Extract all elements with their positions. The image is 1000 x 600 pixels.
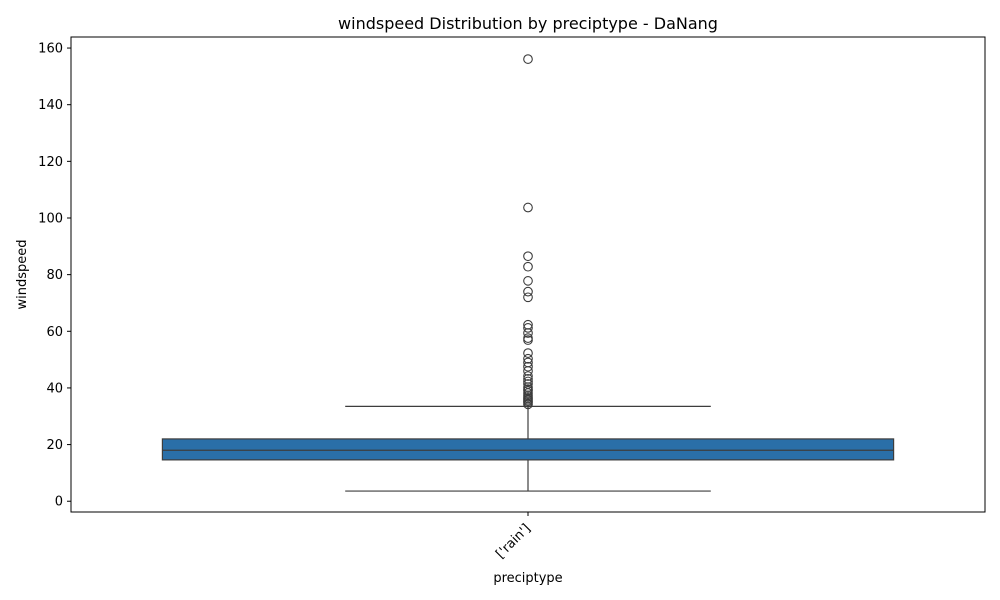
y-tick-label: 140 [38,98,63,113]
outlier-point [523,323,533,333]
outlier-point [523,251,533,262]
x-axis-title: preciptype [493,571,562,586]
outlier-point [523,54,533,64]
outlier-point [523,361,533,372]
outlier-point [523,333,533,343]
outlier-point [523,292,533,303]
outlier-point [523,374,533,384]
outlier-point [523,202,533,213]
x-tick-label: ['rain'] [493,521,534,562]
y-tick-label: 100 [38,211,63,226]
outlier-point [523,261,533,272]
plot-area: 0 20 40 60 80 100 120 140 160 ['rain'] [38,42,895,562]
y-tick-label: 80 [46,268,63,283]
outlier-point [523,319,533,330]
y-tick-label: 160 [38,42,63,57]
outlier-point [523,276,533,286]
outlier-point [523,353,533,364]
plot-frame [70,36,986,513]
y-tick-label: 120 [38,155,63,170]
chart-title: windspeed Distribution by preciptype - D… [338,14,718,33]
outlier-point [523,286,533,297]
y-tick-label: 60 [46,325,63,340]
outlier-point [523,348,533,358]
outlier-point [523,371,533,381]
y-tick-label: 40 [46,381,63,396]
outlier-point [523,357,533,368]
y-tick-label: 0 [55,495,63,510]
box-iqr [161,438,895,461]
outlier-point [523,379,533,389]
outlier-point [523,376,533,387]
y-tick-label: 20 [46,438,63,453]
y-axis-title: windspeed [15,239,30,309]
